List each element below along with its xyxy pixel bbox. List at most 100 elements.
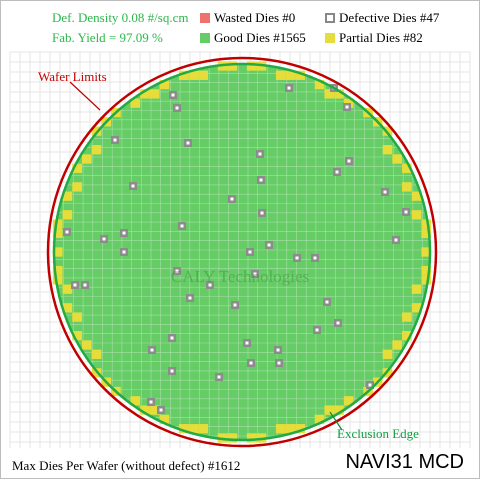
- partial-die: [159, 79, 170, 90]
- defective-die-center: [188, 296, 192, 300]
- partial-die: [392, 340, 403, 350]
- partial-die: [421, 219, 432, 229]
- fab-yield-label: Fab. Yield = 97.09 %: [52, 30, 163, 45]
- partial-die: [178, 70, 189, 80]
- partial-die: [159, 414, 170, 425]
- defective-die-center: [260, 211, 264, 215]
- partial-die: [81, 340, 92, 350]
- defective-die-center: [170, 336, 174, 340]
- partial-die: [188, 424, 199, 434]
- partial-die: [62, 191, 73, 201]
- partial-die: [324, 89, 335, 99]
- partial-die: [421, 265, 432, 276]
- partial-die: [62, 303, 73, 313]
- defective-die-center: [150, 348, 154, 352]
- partial-die: [52, 275, 63, 285]
- partial-die: [295, 70, 306, 80]
- defective-die-center: [249, 361, 253, 365]
- partial-die: [411, 303, 422, 313]
- good-dies-label: Good Dies #1565: [214, 30, 306, 45]
- good-dies-swatch-icon: [200, 33, 210, 43]
- partial-die: [246, 433, 257, 443]
- partial-die: [52, 228, 63, 239]
- defective-die-center: [65, 230, 69, 234]
- partial-die: [91, 145, 102, 155]
- wasted-dies-label: Wasted Dies #0: [214, 10, 296, 25]
- defective-die-center: [175, 106, 179, 110]
- defective-die-center: [315, 328, 319, 332]
- partial-die: [285, 424, 296, 434]
- partial-die: [52, 247, 63, 257]
- partial-die: [246, 61, 257, 71]
- defective-die-center: [325, 300, 329, 304]
- defective-die-center: [336, 321, 340, 325]
- product-name: NAVI31 MCD: [345, 451, 464, 473]
- defective-die-center: [171, 93, 175, 97]
- defective-die-center: [102, 237, 106, 241]
- exclusion-edge-pointer: [329, 411, 343, 431]
- partial-die: [275, 424, 286, 434]
- partial-die: [402, 182, 412, 192]
- partial-die: [72, 182, 82, 192]
- partial-dies-swatch-icon: [325, 33, 335, 43]
- partial-die: [295, 424, 306, 434]
- partial-die: [149, 89, 160, 99]
- defective-die-center: [131, 184, 135, 188]
- defective-dies: [63, 84, 410, 414]
- partial-die: [382, 145, 393, 155]
- defective-die-center: [73, 283, 77, 287]
- wafer-limit-pointer: [69, 81, 101, 111]
- partial-die: [382, 349, 393, 359]
- partial-die: [130, 396, 141, 406]
- partial-die: [140, 89, 150, 99]
- partial-die: [227, 433, 238, 443]
- partial-die: [72, 312, 82, 322]
- partial-die: [178, 424, 189, 434]
- partial-die: [81, 154, 92, 164]
- partial-die: [72, 331, 82, 341]
- partial-die: [72, 163, 82, 173]
- defective-die-center: [313, 256, 317, 260]
- defective-die-center: [83, 283, 87, 287]
- partial-die: [411, 191, 422, 201]
- partial-die: [334, 89, 344, 99]
- defective-die-center: [404, 210, 408, 214]
- partial-die: [314, 79, 325, 90]
- defective-die-center: [368, 383, 372, 387]
- max-dies-label: Max Dies Per Wafer (without defect) #161…: [12, 458, 241, 473]
- partial-die: [188, 70, 199, 80]
- wafer-limit-circle: [46, 56, 438, 448]
- defective-die-center: [277, 361, 281, 365]
- partial-die: [392, 154, 403, 164]
- partial-die: [52, 219, 63, 229]
- exclusion-edge-label: Exclusion Edge: [337, 426, 419, 441]
- defective-die-center: [267, 243, 271, 247]
- partial-die: [402, 312, 412, 322]
- defective-die-center: [253, 272, 257, 276]
- partial-die: [130, 98, 141, 108]
- partial-die: [285, 70, 296, 80]
- wafer-limits-label: Wafer Limits: [38, 69, 107, 84]
- defective-die-center: [259, 178, 263, 182]
- defective-die-center: [159, 408, 163, 412]
- defective-die-center: [113, 138, 117, 142]
- defective-die-center: [335, 170, 339, 174]
- partial-dies-label: Partial Dies #82: [339, 30, 423, 45]
- partial-die: [343, 396, 354, 406]
- partial-die: [227, 61, 238, 71]
- defective-die-center: [217, 375, 221, 379]
- partial-die: [314, 414, 325, 425]
- defective-die-center: [230, 197, 234, 201]
- defective-die-center: [186, 141, 190, 145]
- defective-dies-label: Defective Dies #47: [339, 10, 440, 25]
- defective-die-center: [245, 341, 249, 345]
- defective-die-center: [208, 283, 212, 287]
- partial-die: [52, 265, 63, 276]
- defective-die-center: [258, 152, 262, 156]
- partial-die: [421, 228, 432, 239]
- partial-die: [402, 331, 412, 341]
- partial-die: [275, 70, 286, 80]
- defective-die-center: [394, 238, 398, 242]
- partial-die: [324, 405, 335, 415]
